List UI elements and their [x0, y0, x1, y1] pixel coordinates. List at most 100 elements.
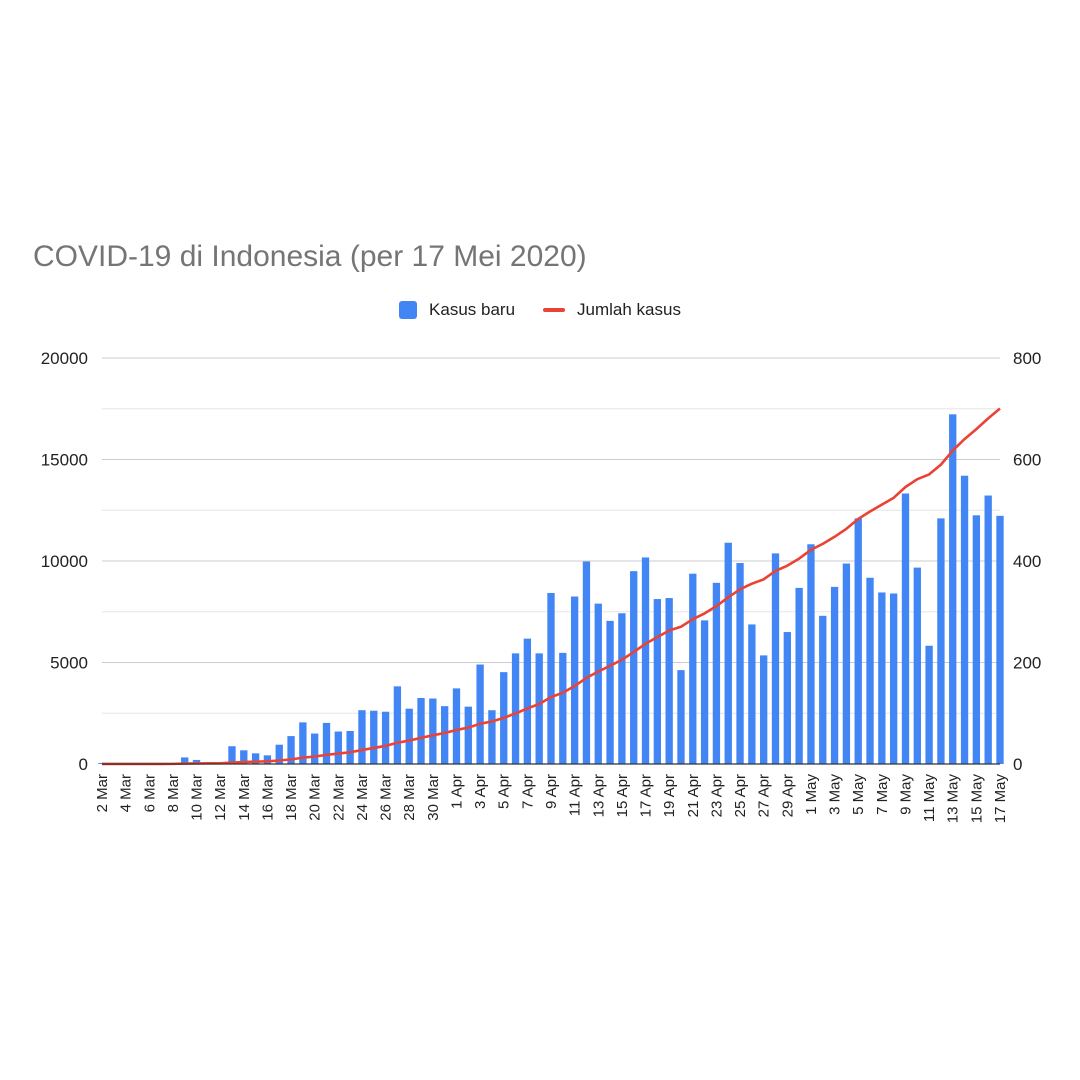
bars-layer [98, 414, 1004, 764]
x-tick-label: 24 Mar [354, 774, 371, 821]
x-tick-label: 1 Apr [448, 774, 465, 809]
bar-kasus-baru [370, 710, 378, 764]
bar-kasus-baru [878, 592, 886, 764]
bar-kasus-baru [488, 710, 496, 764]
bar-kasus-baru [748, 624, 756, 764]
x-tick-label: 19 Apr [661, 774, 678, 817]
x-tick-label: 27 Apr [756, 774, 773, 817]
bar-kasus-baru [913, 567, 921, 764]
x-tick-label: 16 Mar [259, 774, 276, 821]
bar-kasus-baru [547, 592, 555, 764]
x-tick-label: 15 May [968, 774, 985, 824]
chart-legend: Kasus baru Jumlah kasus [0, 300, 1080, 320]
bar-kasus-baru [866, 577, 874, 764]
y-left-tick-label: 5000 [50, 654, 88, 673]
bar-kasus-baru [476, 664, 484, 764]
y-right-tick-label: 400 [1013, 552, 1041, 571]
bar-kasus-baru [960, 475, 969, 764]
bar-kasus-baru [819, 615, 827, 764]
bar-kasus-baru [972, 515, 981, 764]
x-tick-label: 20 Mar [307, 774, 324, 821]
legend-item-bars: Kasus baru [399, 300, 515, 320]
bar-kasus-baru [807, 544, 815, 764]
bar-kasus-baru [346, 731, 354, 764]
x-tick-label: 10 Mar [189, 774, 206, 821]
bar-kasus-baru [795, 587, 803, 764]
y-right-tick-label: 600 [1013, 451, 1041, 470]
bar-kasus-baru [440, 706, 449, 764]
bar-kasus-baru [559, 652, 567, 764]
x-tick-label: 7 Apr [519, 774, 536, 809]
bar-kasus-baru [830, 586, 839, 764]
x-tick-label: 18 Mar [283, 774, 300, 821]
bar-kasus-baru [429, 698, 437, 764]
x-tick-label: 21 Apr [685, 774, 702, 817]
x-tick-label: 3 May [827, 774, 844, 815]
bar-kasus-baru [263, 755, 272, 764]
bar-kasus-baru [405, 708, 413, 764]
bar-kasus-baru [192, 759, 201, 764]
bar-kasus-baru [712, 582, 721, 764]
bar-kasus-baru [842, 563, 851, 764]
bar-kasus-baru [653, 599, 662, 764]
bar-kasus-baru [901, 493, 910, 764]
x-tick-label: 8 Mar [165, 774, 182, 812]
x-tick-label: 5 Apr [496, 774, 513, 809]
y-left-tick-label: 15000 [41, 451, 88, 470]
x-tick-label: 29 Apr [779, 774, 796, 817]
x-tick-label: 23 Apr [708, 774, 725, 817]
x-tick-label: 12 Mar [212, 774, 229, 821]
y-right-tick-label: 800 [1013, 349, 1041, 368]
bar-kasus-baru [511, 653, 520, 764]
x-tick-label: 26 Mar [378, 774, 395, 821]
x-tick-label: 30 Mar [425, 774, 442, 821]
bar-kasus-baru [949, 414, 957, 764]
line-layer [102, 407, 1001, 766]
x-tick-label: 17 Apr [638, 774, 655, 817]
bar-kasus-baru [783, 632, 791, 764]
x-tick-label: 14 Mar [236, 774, 253, 821]
axes-layer: 0 5000 10000 15000 20000 0 200 400 600 800 2 Mar 4 … [41, 349, 1042, 823]
bar-kasus-baru [393, 686, 402, 764]
bar-kasus-baru [618, 613, 626, 764]
bar-kasus-baru [417, 698, 425, 764]
bar-kasus-baru [275, 744, 283, 764]
x-tick-label: 13 Apr [590, 774, 607, 817]
x-tick-label: 25 Apr [732, 774, 749, 817]
bar-kasus-baru [381, 711, 390, 764]
bar-kasus-baru [771, 553, 780, 764]
y-left-tick-label: 20000 [41, 349, 88, 368]
bar-kasus-baru [937, 518, 945, 764]
bar-kasus-baru [984, 495, 992, 764]
y-left-tick-label: 10000 [41, 552, 88, 571]
line-jumlah-kasus [102, 407, 1001, 766]
bar-kasus-baru [240, 750, 248, 764]
x-tick-label: 7 May [874, 774, 891, 815]
x-tick-label: 5 May [850, 774, 867, 815]
x-tick-label: 17 May [992, 774, 1009, 824]
y-right-tick-label: 0 [1013, 755, 1022, 774]
y-right-tick-label: 200 [1013, 654, 1041, 673]
bar-kasus-baru [322, 722, 331, 764]
bar-kasus-baru [689, 573, 697, 764]
bar-kasus-baru [228, 746, 236, 764]
x-tick-label: 9 May [897, 774, 914, 815]
x-tick-label: 13 May [945, 774, 962, 824]
bar-kasus-baru [736, 563, 744, 764]
bar-kasus-baru [760, 655, 768, 764]
legend-label-line: Jumlah kasus [577, 300, 681, 319]
bar-kasus-baru [724, 542, 732, 764]
bar-kasus-baru [311, 733, 319, 764]
x-tick-label: 1 May [803, 774, 820, 815]
bar-kasus-baru [700, 620, 709, 764]
x-tick-label: 28 Mar [401, 774, 418, 821]
bar-kasus-baru [889, 593, 898, 764]
legend-swatch-line [543, 308, 566, 312]
bar-kasus-baru [606, 620, 614, 764]
x-tick-label: 3 Apr [472, 774, 489, 809]
bar-kasus-baru [630, 571, 638, 764]
bar-kasus-baru [358, 710, 366, 764]
x-tick-label: 2 Mar [94, 774, 111, 812]
legend-item-line: Jumlah kasus [543, 300, 681, 320]
